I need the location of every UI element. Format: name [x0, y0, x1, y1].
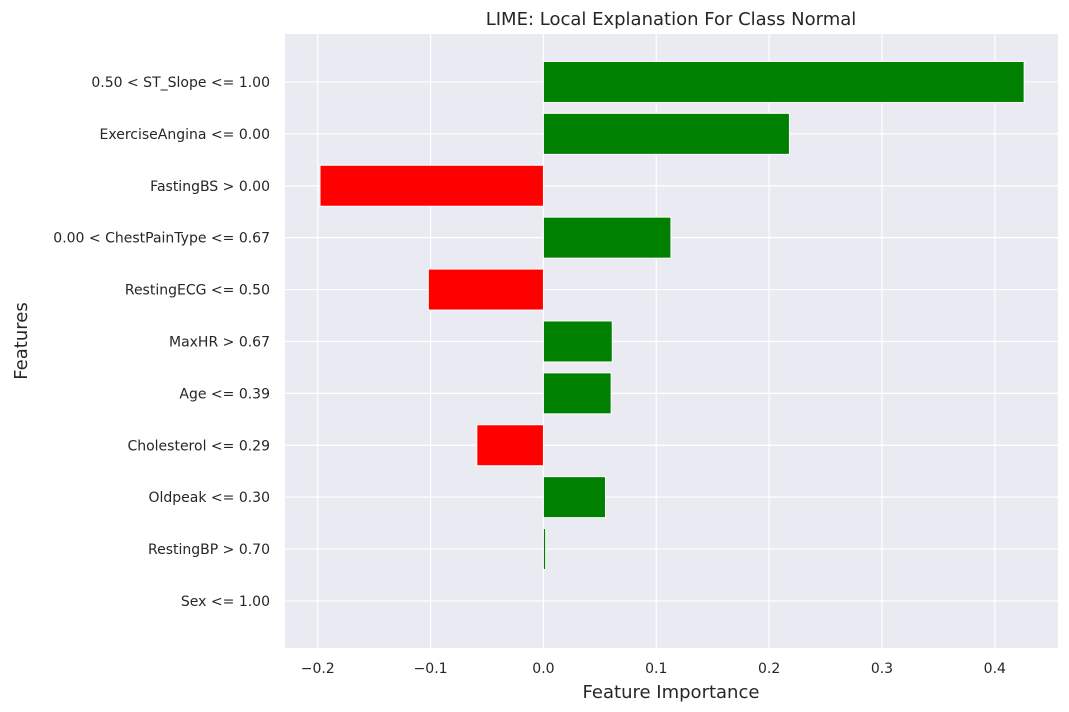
- feature-bar: [542, 216, 672, 259]
- x-tick-label: 0.4: [984, 661, 1006, 677]
- x-tick-label: −0.2: [301, 661, 335, 677]
- x-tick-label: 0.3: [871, 661, 893, 677]
- y-tick-label: 0.00 < ChestPainType <= 0.67: [53, 231, 270, 247]
- x-tick-label: −0.1: [414, 661, 448, 677]
- y-tick-label: MaxHR > 0.67: [169, 334, 270, 350]
- y-tick-label: Oldpeak <= 0.30: [148, 490, 270, 506]
- x-tick-label: 0.2: [758, 661, 780, 677]
- feature-bar: [319, 164, 544, 207]
- feature-bar: [476, 424, 544, 467]
- feature-bar: [427, 268, 544, 311]
- y-tick-label: 0.50 < ST_Slope <= 1.00: [91, 75, 270, 91]
- feature-bar: [542, 60, 1025, 103]
- x-axis-title: Feature Importance: [583, 682, 760, 703]
- y-tick-labels: 0.50 < ST_Slope <= 1.00 ExerciseAngina <=…: [53, 75, 270, 610]
- x-tick-labels: −0.2 −0.1 0.0 0.1 0.2 0.3 0.4: [301, 661, 1006, 677]
- bars: [319, 60, 1025, 571]
- y-axis-title: Features: [11, 302, 32, 379]
- y-tick-label: Cholesterol <= 0.29: [127, 438, 270, 454]
- feature-bar: [542, 528, 547, 571]
- y-tick-label: RestingBP > 0.70: [148, 542, 270, 558]
- y-tick-label: Age <= 0.39: [179, 386, 270, 402]
- y-tick-label: Sex <= 1.00: [181, 594, 270, 610]
- feature-bar: [542, 320, 613, 363]
- x-tick-label: 0.0: [532, 661, 554, 677]
- x-tick-label: 0.1: [645, 661, 667, 677]
- y-tick-label: FastingBS > 0.00: [150, 179, 270, 195]
- y-tick-label: RestingECG <= 0.50: [125, 283, 270, 299]
- chart-title: LIME: Local Explanation For Class Normal: [486, 9, 857, 30]
- feature-bar: [542, 112, 790, 155]
- feature-bar: [542, 372, 612, 415]
- y-tick-label: ExerciseAngina <= 0.00: [100, 127, 270, 143]
- feature-bar: [542, 476, 606, 519]
